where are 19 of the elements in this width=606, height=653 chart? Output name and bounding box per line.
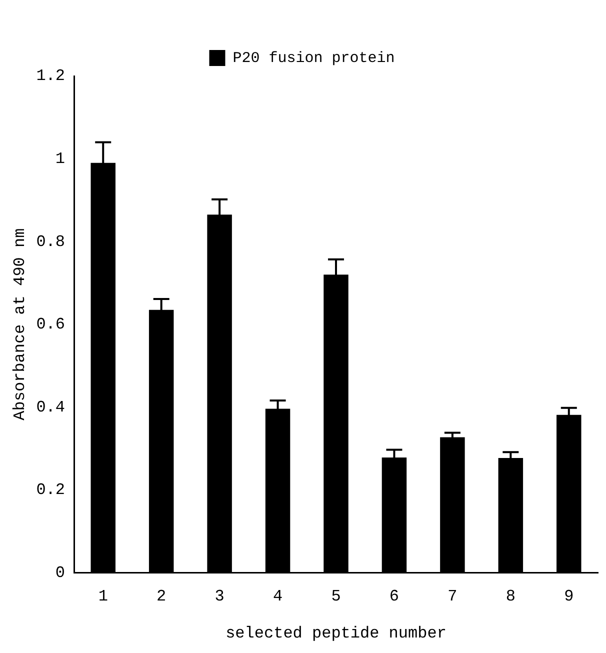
x-tick-label: 9 [564,587,574,606]
y-tick-label: 0.4 [36,398,66,416]
legend-label: P20 fusion protein [232,50,395,67]
x-tick-label: 2 [156,587,166,606]
x-tick-label: 4 [272,587,283,606]
x-tick-label: 7 [448,587,458,606]
y-axis-title: Absorbance at 490 nm [10,228,29,420]
y-tick-label: 0 [55,564,66,582]
x-tick-label: 3 [214,587,224,606]
x-tick-label: 5 [331,587,341,606]
y-tick-label: 0.2 [36,481,66,500]
x-tick-label: 1 [98,587,108,606]
x-tick-label: 6 [389,587,400,606]
x-axis-title: selected peptide number [226,624,446,643]
x-tick-label: 8 [506,587,516,606]
y-tick-label: 1 [55,150,66,168]
y-tick-label: 1.2 [36,67,66,86]
y-tick-label: 0.6 [36,316,66,334]
y-tick-label: 0.8 [36,232,66,251]
